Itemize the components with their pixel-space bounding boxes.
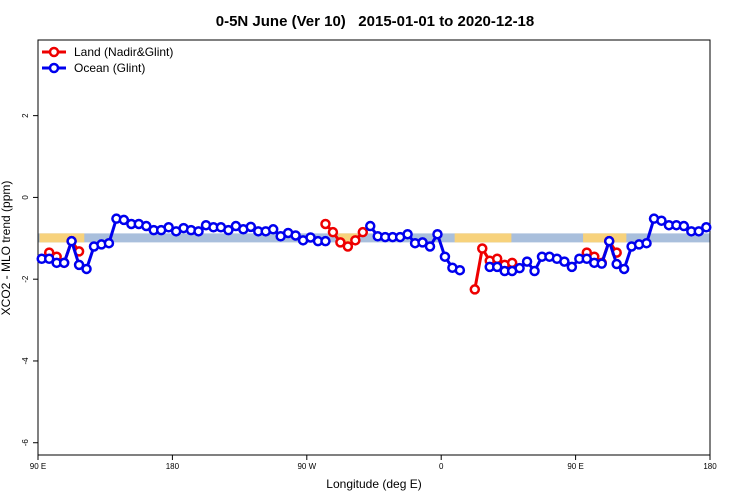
point	[58, 257, 70, 269]
point	[581, 253, 593, 264]
point	[267, 224, 279, 235]
land-span	[39, 233, 85, 243]
point	[118, 214, 130, 226]
land-span	[583, 233, 627, 243]
chart-title: 0-5N June (Ver 10) 2015-01-01 to 2020-12…	[216, 13, 535, 30]
point	[342, 241, 354, 252]
point	[163, 222, 174, 233]
x-tick-label: 0	[439, 462, 444, 471]
y-tick-label: -4	[21, 357, 30, 365]
point	[81, 263, 92, 275]
point	[566, 261, 578, 273]
point	[320, 235, 331, 247]
point	[477, 243, 488, 254]
x-tick-label: 90 E	[30, 462, 46, 471]
point	[611, 258, 622, 270]
point	[559, 256, 570, 267]
point	[141, 220, 152, 232]
point	[701, 222, 712, 233]
point	[223, 224, 234, 236]
point	[678, 220, 690, 232]
point	[103, 237, 115, 249]
point	[693, 226, 705, 237]
point	[424, 241, 436, 252]
point	[618, 263, 630, 275]
x-tick-label: 90 E	[567, 462, 583, 471]
x-tick-label: 90 W	[297, 462, 316, 471]
point	[491, 253, 503, 264]
point	[439, 251, 451, 262]
point	[320, 218, 331, 230]
point	[656, 215, 667, 226]
point	[454, 264, 466, 276]
point	[529, 265, 540, 277]
point	[365, 220, 376, 232]
land-span	[454, 233, 512, 243]
point	[514, 262, 525, 274]
point	[432, 228, 443, 240]
point	[402, 228, 413, 240]
point	[73, 259, 85, 271]
x-axis-label: Longitude (deg E)	[326, 477, 421, 491]
point	[357, 226, 369, 238]
point	[491, 261, 503, 273]
point	[290, 230, 301, 241]
point	[469, 284, 481, 295]
x-tick-label: 180	[166, 462, 180, 471]
legend-marker	[48, 46, 60, 58]
y-tick-label: -2	[21, 275, 30, 283]
point	[350, 235, 361, 246]
point	[603, 235, 615, 247]
point	[66, 235, 77, 247]
point	[245, 221, 257, 233]
y-tick-label: -6	[21, 439, 30, 447]
point	[193, 226, 204, 237]
legend-label: Ocean (Glint)	[74, 61, 145, 75]
legend-label: Land (Nadir&Glint)	[74, 45, 173, 59]
point	[327, 226, 339, 238]
y-axis-label: XCO2 - MLO trend (ppm)	[0, 181, 13, 316]
legend-marker	[48, 62, 60, 74]
y-tick-label: 2	[21, 113, 30, 118]
land-span	[338, 233, 358, 243]
point	[641, 237, 652, 249]
point	[596, 258, 607, 269]
point	[521, 256, 533, 267]
point	[335, 237, 346, 248]
plot-frame	[37, 39, 711, 456]
y-tick-label: 0	[21, 195, 30, 200]
point	[43, 253, 55, 264]
point	[506, 257, 518, 269]
point	[417, 237, 428, 248]
x-tick-label: 180	[703, 462, 717, 471]
